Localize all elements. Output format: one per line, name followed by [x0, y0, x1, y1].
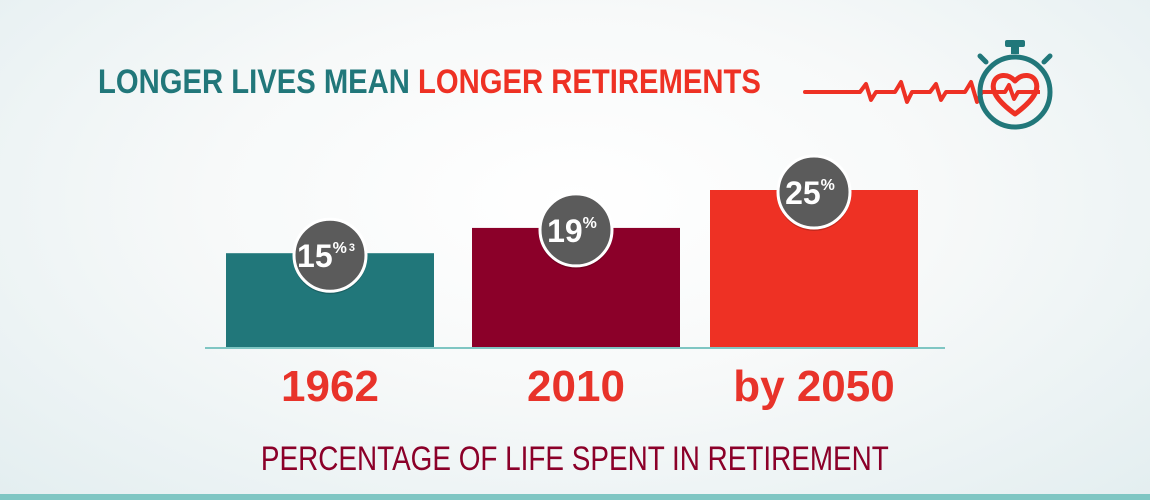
heartbeat-line-icon	[803, 80, 997, 104]
percent-sign: %	[333, 240, 347, 257]
title-part-1: LONGER LIVES MEAN	[98, 63, 410, 101]
data-label-1962: 15% 3	[297, 238, 355, 274]
percent-sign: %	[583, 215, 597, 232]
page-title: LONGER LIVES MEAN LONGER RETIREMENTS	[98, 63, 761, 102]
title-part-2: LONGER RETIREMENTS	[418, 63, 761, 101]
value-badge-1962: 15% 3	[292, 217, 368, 295]
category-label-2010: 2010	[527, 362, 625, 411]
x-axis-label: PERCENTAGE OF LIFE SPENT IN RETIREMENT	[261, 440, 889, 478]
data-label-2010: 19%	[547, 213, 597, 249]
category-label-1962: 1962	[281, 362, 379, 411]
category-label-by-2050: by 2050	[733, 362, 894, 411]
chart-caption: PERCENTAGE OF LIFE SPENT IN RETIREMENT	[0, 440, 1150, 479]
footnote-mark: 3	[349, 242, 355, 254]
value-badge-by-2050: 25%	[776, 154, 852, 231]
stopwatch-heart-icon	[803, 40, 1053, 130]
value-badge-2010: 19%	[538, 192, 614, 269]
percent-sign: %	[821, 177, 835, 194]
bottom-divider	[0, 494, 1150, 500]
bar-chart: 15% 3 19% 25% 1962 2010 by 2050	[205, 154, 945, 411]
